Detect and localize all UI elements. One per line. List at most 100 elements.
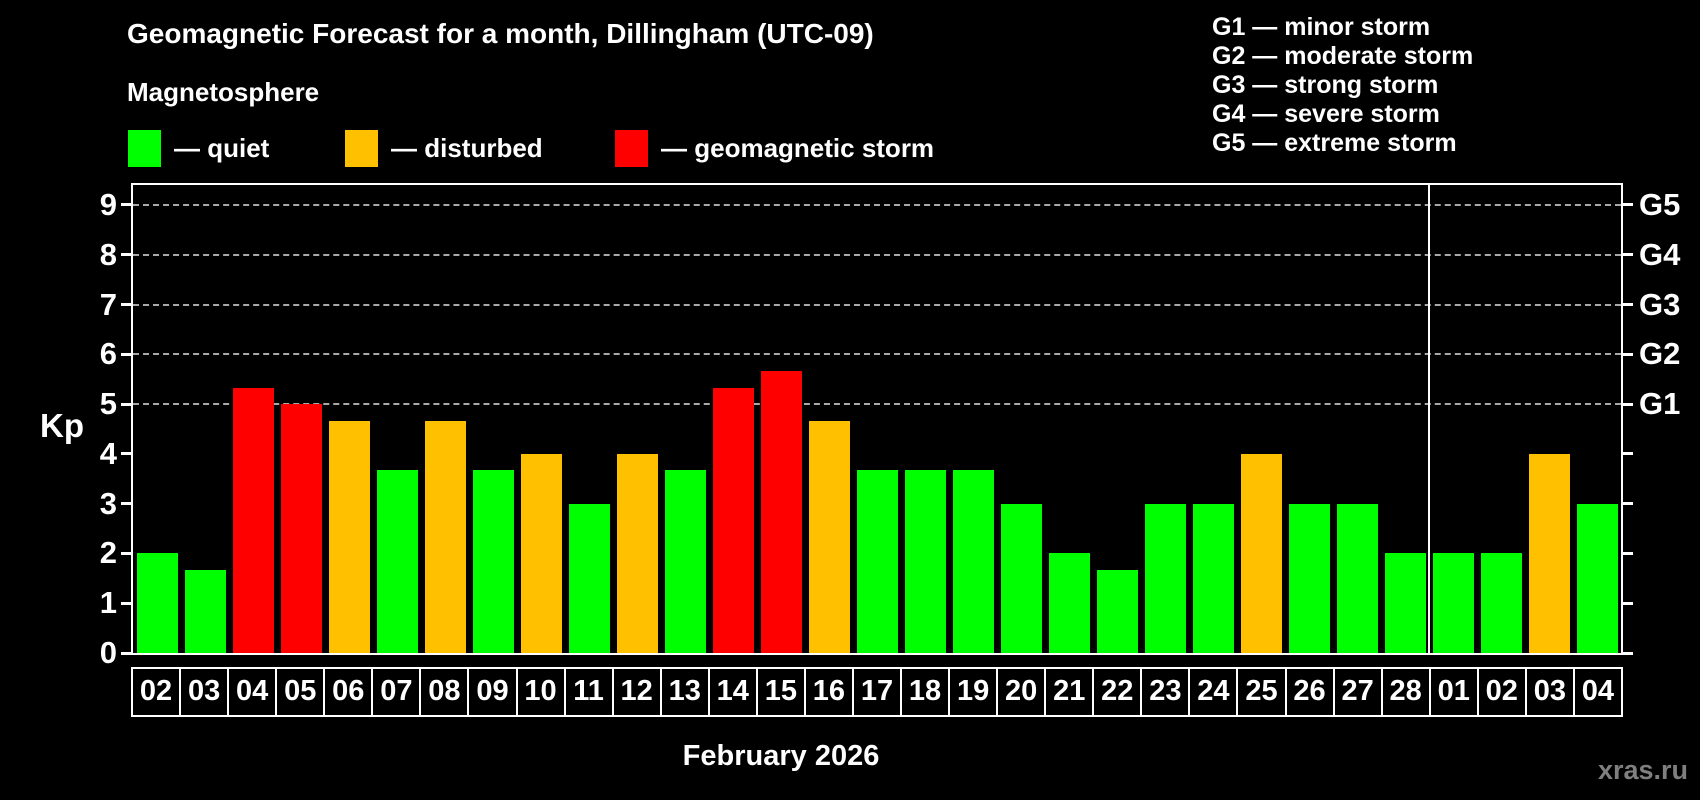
- y-tick-label-3: 3: [99, 485, 117, 521]
- kp-bar-day-03: [1528, 453, 1570, 653]
- y-tick-label-1: 1: [99, 585, 117, 621]
- day-label-16: 16: [803, 667, 854, 717]
- y-tick-label-5: 5: [99, 386, 117, 422]
- kp-bar-day-07: [376, 470, 418, 653]
- kp-bar-day-27: [1336, 503, 1378, 653]
- y-tick-label-4: 4: [99, 435, 117, 471]
- y-tick-right-2: [1623, 551, 1633, 555]
- storm-scale-g1: G1 — minor storm: [1212, 13, 1431, 41]
- kp-bar-day-01: [1432, 553, 1474, 653]
- right-axis-label-g1: G1: [1639, 386, 1681, 422]
- kp-bar-day-06: [328, 420, 370, 653]
- legend-label-quiet: — quiet: [174, 133, 270, 163]
- kp-bar-day-02: [1480, 553, 1522, 653]
- kp-bar-day-09: [472, 470, 514, 653]
- y-tick-2: [121, 551, 131, 555]
- day-label-21: 21: [1044, 667, 1095, 717]
- day-label-02: 02: [1476, 667, 1527, 717]
- kp-bar-day-17: [856, 470, 898, 653]
- day-label-22: 22: [1092, 667, 1143, 717]
- y-tick-label-8: 8: [99, 236, 117, 272]
- day-label-06: 06: [323, 667, 374, 717]
- right-axis-label-g5: G5: [1639, 186, 1681, 222]
- day-label-10: 10: [515, 667, 566, 717]
- chart-title: Geomagnetic Forecast for a month, Dillin…: [127, 18, 874, 49]
- y-tick-9: [121, 203, 131, 207]
- kp-bar-day-12: [616, 453, 658, 653]
- chart-subtitle: Magnetosphere: [127, 77, 320, 107]
- kp-bar-day-04: [1576, 503, 1618, 653]
- storm-color-swatch: [615, 130, 648, 167]
- day-label-05: 05: [275, 667, 326, 717]
- y-axis-label: Kp: [40, 407, 84, 444]
- day-label-15: 15: [755, 667, 806, 717]
- y-tick-5: [121, 402, 131, 406]
- kp-bar-day-24: [1192, 503, 1234, 653]
- kp-bar-day-22: [1096, 569, 1138, 653]
- day-axis: 02 03 04 05 06 07 08 09 10 11 12 13 14 15 16 17 18 19 20 21…: [131, 667, 1623, 717]
- day-label-04: 04: [227, 667, 278, 717]
- day-label-24: 24: [1188, 667, 1239, 717]
- kp-bar-day-18: [904, 470, 946, 653]
- day-label-09: 09: [467, 667, 518, 717]
- legend-label-storm: — geomagnetic storm: [661, 133, 935, 163]
- y-tick-right-1: [1623, 601, 1633, 605]
- day-label-14: 14: [707, 667, 758, 717]
- kp-bar-day-13: [664, 470, 706, 653]
- right-axis-label-g3: G3: [1639, 286, 1681, 322]
- month-separator: [1428, 185, 1430, 653]
- day-label-07: 07: [371, 667, 422, 717]
- right-axis-label-g2: G2: [1639, 336, 1681, 372]
- right-axis-label-g4: G4: [1639, 236, 1681, 272]
- kp-bar-day-11: [568, 503, 610, 653]
- storm-scale-legend: G1 — minor storm G2 — moderate storm G3 …: [1212, 13, 1473, 158]
- gridline-kp8: [133, 253, 1621, 256]
- storm-scale-g5: G5 — extreme storm: [1212, 129, 1457, 157]
- day-label-13: 13: [659, 667, 710, 717]
- y-tick-label-7: 7: [99, 286, 117, 322]
- day-label-17: 17: [851, 667, 902, 717]
- y-tick-4: [121, 452, 131, 456]
- y-tick-8: [121, 253, 131, 257]
- legend-label-disturbed: — disturbed: [391, 133, 543, 163]
- legend-item-storm: — geomagnetic storm: [615, 130, 934, 167]
- kp-bar-day-02: [136, 553, 178, 653]
- gridline-kp7: [133, 303, 1621, 306]
- storm-scale-g2: G2 — moderate storm: [1212, 42, 1474, 70]
- plot-area: 0 1 2 3 4 5 6 7 8 9 G5 G4 G3 G2 G1: [100, 183, 1680, 670]
- kp-bar-day-25: [1240, 453, 1282, 653]
- disturbed-color-swatch: [345, 130, 378, 167]
- y-tick-right-7: [1623, 303, 1633, 306]
- day-label-03: 03: [1524, 667, 1575, 717]
- y-tick-right-6: [1623, 352, 1633, 356]
- day-label-27: 27: [1332, 667, 1383, 717]
- kp-bar-day-10: [520, 453, 562, 653]
- legend-item-quiet: — quiet: [128, 130, 269, 167]
- day-label-18: 18: [900, 667, 951, 717]
- day-label-25: 25: [1236, 667, 1287, 717]
- kp-bar-day-28: [1384, 553, 1426, 653]
- y-tick-right-5: [1623, 402, 1633, 406]
- storm-scale-g4: G4 — severe storm: [1212, 100, 1440, 128]
- kp-bar-day-14: [712, 387, 754, 653]
- day-label-02: 02: [131, 667, 182, 717]
- day-label-19: 19: [948, 667, 999, 717]
- y-tick-right-4: [1623, 452, 1633, 456]
- kp-bar-day-04: [232, 387, 274, 653]
- y-tick-right-9: [1623, 203, 1633, 207]
- gridline-kp5: [133, 403, 1621, 406]
- kp-bar-day-16: [808, 420, 850, 653]
- gridline-kp6: [133, 353, 1621, 356]
- y-tick-right-3: [1623, 502, 1633, 506]
- y-tick-right-8: [1623, 253, 1633, 257]
- kp-bar-day-21: [1048, 553, 1090, 653]
- quiet-color-swatch: [128, 130, 161, 167]
- kp-bar-day-03: [184, 569, 226, 653]
- kp-bar-day-20: [1000, 503, 1042, 653]
- kp-bar-day-19: [952, 470, 994, 653]
- day-label-28: 28: [1380, 667, 1431, 717]
- day-label-04: 04: [1572, 667, 1623, 717]
- day-label-26: 26: [1284, 667, 1335, 717]
- day-label-11: 11: [563, 667, 614, 717]
